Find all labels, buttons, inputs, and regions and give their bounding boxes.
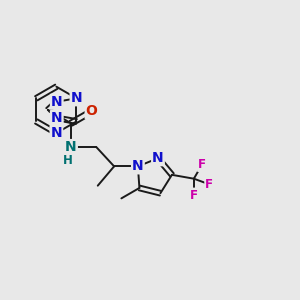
Text: N: N bbox=[51, 95, 63, 109]
Text: O: O bbox=[86, 104, 98, 118]
Text: N: N bbox=[132, 159, 144, 173]
Text: F: F bbox=[190, 188, 198, 202]
Text: N: N bbox=[51, 111, 63, 125]
Text: N: N bbox=[51, 126, 62, 140]
Text: N: N bbox=[70, 91, 82, 105]
Text: N: N bbox=[65, 140, 77, 154]
Text: F: F bbox=[205, 178, 213, 191]
Text: H: H bbox=[63, 154, 73, 167]
Text: F: F bbox=[198, 158, 206, 171]
Text: N: N bbox=[152, 151, 164, 165]
